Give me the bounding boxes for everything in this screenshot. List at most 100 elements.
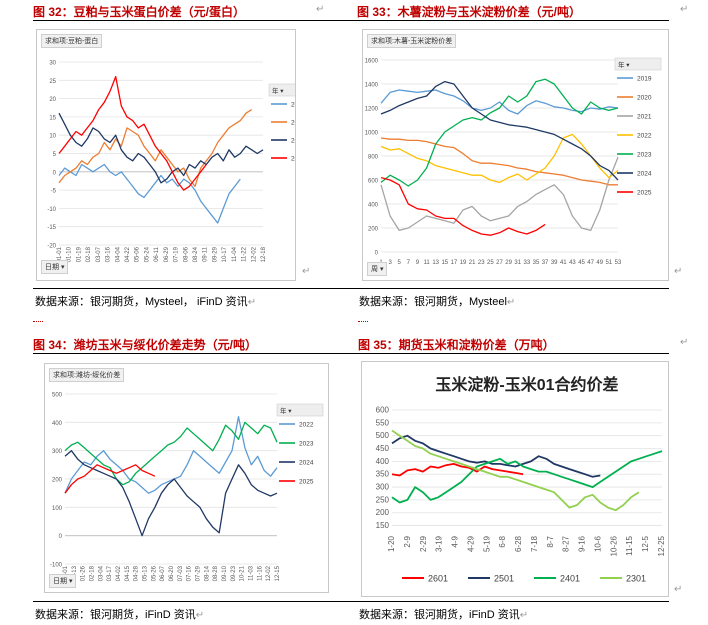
- x-tick-label: 17: [451, 260, 458, 266]
- pivot-field-label[interactable]: 求和项:木薯-玉米淀粉价差: [367, 34, 457, 48]
- x-tick-label: 23: [478, 260, 485, 266]
- pivot-field-label[interactable]: 求和项:潍坊-绥化价差: [49, 368, 125, 382]
- y-tick-label: 20: [49, 97, 56, 103]
- x-tick-label: 12-25: [657, 535, 666, 556]
- x-tick-label: 05-06: [135, 246, 141, 262]
- y-tick-label: 0: [53, 170, 57, 176]
- x-tick-label: 03-17: [107, 565, 113, 581]
- y-tick-label: 0: [59, 534, 63, 540]
- axis-field-button[interactable]: 日期 ▾: [49, 574, 77, 588]
- x-tick-label: 12-5: [641, 535, 650, 552]
- y-tick-label: 200: [376, 508, 390, 517]
- series-line-2301: [391, 429, 640, 512]
- y-tick-label: 200: [52, 478, 63, 484]
- x-tick-label: 15: [441, 260, 448, 266]
- axis-field-button[interactable]: 日期 ▾: [41, 260, 69, 274]
- x-tick-label: 53: [615, 260, 622, 266]
- x-tick-label: 8-27: [562, 535, 571, 552]
- legend-label-2021: 2021: [637, 114, 652, 121]
- x-tick-label: 11-15: [625, 535, 634, 555]
- x-tick-label: 01-26: [81, 565, 87, 581]
- x-tick-label: 10-6: [593, 535, 602, 552]
- x-tick-label: 27: [496, 260, 503, 266]
- x-tick-label: 4-9: [451, 535, 460, 547]
- return-mark-icon: ↵: [674, 266, 683, 277]
- y-tick-label: 300: [376, 483, 390, 492]
- x-tick-label: 10-26: [609, 535, 618, 556]
- y-tick-label: 150: [376, 521, 390, 530]
- x-tick-label: 08-28: [213, 565, 219, 581]
- return-mark-icon: ↵: [680, 337, 689, 348]
- x-tick-label: 11-04: [232, 246, 238, 262]
- series-line-2601: [391, 463, 524, 477]
- x-tick-label: 41: [560, 260, 567, 266]
- series-line-2023: [58, 109, 253, 188]
- x-tick-label: 11-22: [242, 246, 248, 262]
- x-tick-label: 45: [578, 260, 585, 266]
- chart-34-svg: 500 400 300 200 100 0 -10001-0101-1301-2602-18…: [50, 393, 324, 581]
- x-tick-label: 43: [569, 260, 576, 266]
- x-tick-label: 37: [542, 260, 549, 266]
- legend-label-2023: 2023: [637, 152, 652, 159]
- return-mark-icon: ↵: [316, 4, 325, 15]
- x-tick-label: 09-11: [203, 246, 209, 262]
- chart-panel-35: 玉米淀粉-玉米01合约价差 600 550 500 450 400 350 300 250 200…: [361, 361, 669, 597]
- y-tick-label: 5: [53, 152, 57, 158]
- data-source-33: 数据来源：银河期货，Mysteel↵: [359, 296, 516, 308]
- legend-label-2025: 2025: [637, 190, 652, 197]
- y-tick-label: 550: [376, 418, 390, 427]
- x-tick-label: 51: [606, 260, 613, 266]
- chart-panel-33: 求和项:木薯-玉米淀粉价差 1600 1400 1200 1000 800 600 400 2…: [362, 29, 669, 281]
- x-tick-label: 12-02: [266, 565, 272, 581]
- legend-title: 年 ▾: [280, 406, 292, 415]
- x-tick-label: 5: [398, 260, 402, 266]
- y-tick-label: 600: [376, 406, 390, 415]
- x-tick-label: 11-16: [257, 565, 263, 581]
- legend-label-2024: 2024: [291, 138, 295, 145]
- x-tick-label: 6-8: [498, 535, 507, 547]
- legend-label-2022: 2022: [299, 422, 314, 429]
- figure-caption-35: 图 35：期货玉米和淀粉价差（万吨）: [358, 338, 555, 352]
- y-tick-label: 30: [49, 61, 56, 67]
- series-line-2020: [380, 137, 618, 186]
- legend-label-2025: 2025: [299, 479, 314, 486]
- x-tick-label: 6-28: [514, 535, 523, 552]
- x-tick-label: 19: [460, 260, 467, 266]
- figure-caption-34: 图 34：潍坊玉米与绥化价差走势（元/吨）: [33, 338, 258, 352]
- x-tick-label: 07-03: [178, 565, 184, 581]
- x-tick-label: 39: [551, 260, 558, 266]
- figure-caption-32: 图 32：豆粕与玉米蛋白价差（元/蛋白）: [33, 5, 246, 19]
- legend-filter-button: [268, 83, 295, 97]
- x-tick-label: 01-01: [57, 246, 63, 262]
- legend-label-2025: 2025: [291, 156, 295, 163]
- legend-label-2020: 2020: [637, 95, 652, 102]
- y-tick-label: -10: [47, 207, 56, 213]
- data-source-34: 数据来源：银河期货，iFinD 资讯↵: [35, 609, 205, 621]
- x-tick-label: 7-18: [530, 535, 539, 552]
- legend-label-2401: 2401: [560, 574, 580, 584]
- x-tick-label: 08-06: [183, 246, 189, 262]
- return-mark-icon: ↵: [302, 266, 311, 277]
- series-line-2023: [380, 78, 619, 187]
- caption-rule: [33, 353, 669, 354]
- series-line-2024: [58, 112, 264, 184]
- y-tick-label: 25: [49, 79, 56, 85]
- y-tick-label: 450: [376, 444, 390, 453]
- y-tick-label: 300: [52, 449, 63, 455]
- x-tick-label: 05-13: [143, 565, 149, 581]
- x-tick-label: 4-29: [466, 535, 475, 552]
- source-rule: [33, 601, 669, 602]
- legend-filter-button: [276, 403, 324, 417]
- x-tick-label: 10-17: [222, 246, 228, 262]
- x-tick-label: 12-18: [261, 246, 267, 262]
- pivot-field-label[interactable]: 求和项:豆粕-蛋白: [41, 34, 103, 48]
- x-tick-label: 49: [596, 260, 603, 266]
- series-line-2022: [380, 133, 619, 184]
- x-tick-label: 07-16: [187, 565, 193, 581]
- axis-field-button[interactable]: 周 ▾: [367, 262, 388, 276]
- legend-filter-button: [614, 57, 662, 71]
- caption-rule: [33, 20, 669, 21]
- x-tick-label: 04-15: [125, 565, 131, 581]
- chart-35-svg: 玉米淀粉-玉米01合约价差 600 550 500 450 400 350 300 250 200…: [376, 375, 666, 584]
